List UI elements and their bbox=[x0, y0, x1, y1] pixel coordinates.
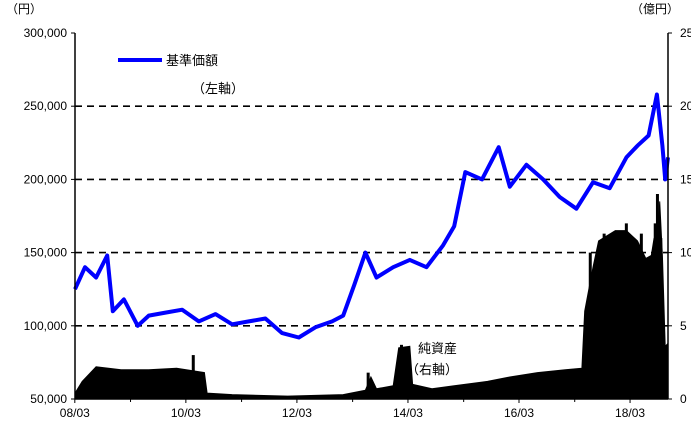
right-tick-label: 0 bbox=[680, 392, 687, 406]
left-axis-unit: （円） bbox=[6, 2, 42, 16]
left-tick-label: 200,000 bbox=[24, 172, 68, 186]
x-tick-label: 14/03 bbox=[393, 406, 423, 420]
left-tick-label: 50,000 bbox=[30, 392, 67, 406]
annotation-axis-note: （右軸） bbox=[406, 363, 458, 378]
axes: 300,000 250,000 200,000 150,000 100,000 50,00… bbox=[24, 26, 691, 420]
x-tick-label: 10/03 bbox=[171, 406, 201, 420]
net-assets-annotation: 純資産 （右軸） bbox=[406, 341, 458, 378]
left-tick-label: 150,000 bbox=[24, 246, 68, 260]
nav-line bbox=[73, 92, 670, 340]
legend: 基準価額 （左軸） bbox=[118, 53, 244, 97]
x-tick-label: 12/03 bbox=[282, 406, 312, 420]
right-tick-label: 10 bbox=[680, 246, 691, 260]
x-tick-label: 18/03 bbox=[615, 406, 645, 420]
legend-label: 基準価額 bbox=[166, 53, 218, 69]
right-tick-label: 15 bbox=[680, 172, 691, 186]
legend-axis-note: （左軸） bbox=[192, 82, 244, 97]
right-tick-label: 25 bbox=[680, 26, 691, 40]
x-tick-label: 08/03 bbox=[60, 406, 90, 420]
nav-line-layer bbox=[73, 92, 670, 340]
gridlines bbox=[75, 105, 668, 327]
left-tick-label: 100,000 bbox=[24, 319, 68, 333]
right-tick-label: 5 bbox=[680, 319, 687, 333]
x-tick-label: 16/03 bbox=[504, 406, 534, 420]
annotation-label: 純資産 bbox=[418, 341, 457, 357]
right-tick-label: 20 bbox=[680, 99, 691, 113]
right-axis-unit: （億円） bbox=[631, 2, 679, 16]
left-tick-label: 250,000 bbox=[24, 99, 68, 113]
left-tick-label: 300,000 bbox=[24, 26, 68, 40]
net-assets-area-layer bbox=[74, 194, 669, 400]
